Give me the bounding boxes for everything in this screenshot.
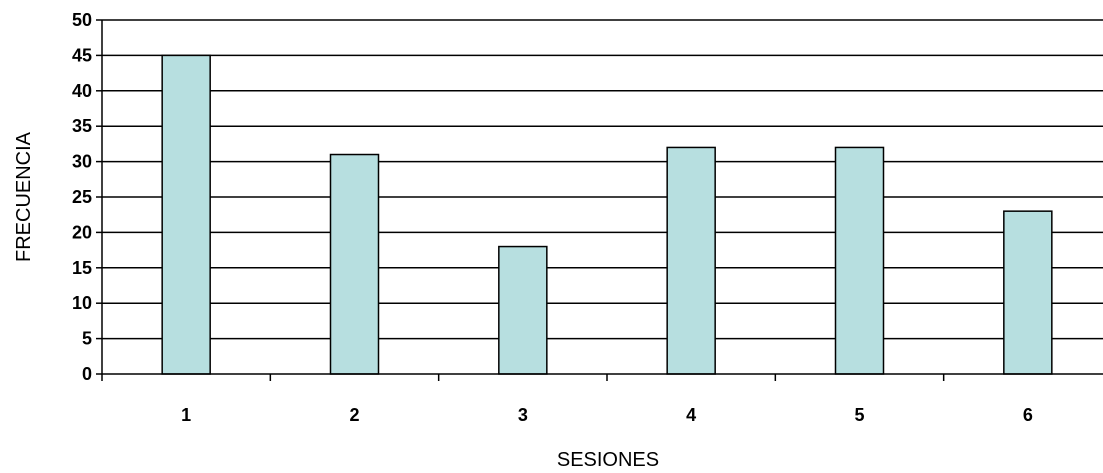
y-tick-label: 45 [72, 45, 92, 65]
x-tick-label-3: 3 [518, 405, 528, 425]
bar-5 [834, 146, 885, 375]
y-tick-labels: 0 5 10 15 20 25 30 35 40 45 50 [72, 10, 102, 384]
y-tick-label: 50 [72, 10, 92, 30]
bar-1 [161, 54, 211, 375]
x-tick-label-2: 2 [349, 405, 359, 425]
x-tick-label-5: 5 [854, 405, 864, 425]
bar-2 [329, 153, 380, 375]
y-axis-title: FRECUENCIA [13, 131, 35, 262]
y-tick-label: 30 [72, 152, 92, 172]
bar-6 [1003, 210, 1053, 375]
bars [161, 54, 1053, 375]
y-tick-label: 10 [72, 293, 92, 313]
bar-3 [498, 245, 548, 375]
y-tick-label: 25 [72, 187, 92, 207]
y-tick-label: 35 [72, 116, 92, 136]
y-tick-label: 40 [72, 81, 92, 101]
x-tick-label-6: 6 [1023, 405, 1033, 425]
bar-4 [666, 146, 716, 375]
y-tick-label: 15 [72, 258, 92, 278]
y-tick-label: 5 [82, 329, 92, 349]
gridlines [102, 19, 1103, 340]
x-axis-title: SESIONES [557, 449, 659, 471]
x-tick-labels: 1 2 3 4 5 6 [101, 374, 1033, 425]
y-tick-label: 0 [82, 364, 92, 384]
x-tick-label-1: 1 [181, 405, 191, 425]
y-tick-label: 20 [72, 222, 92, 242]
x-tick-label-4: 4 [686, 405, 696, 425]
